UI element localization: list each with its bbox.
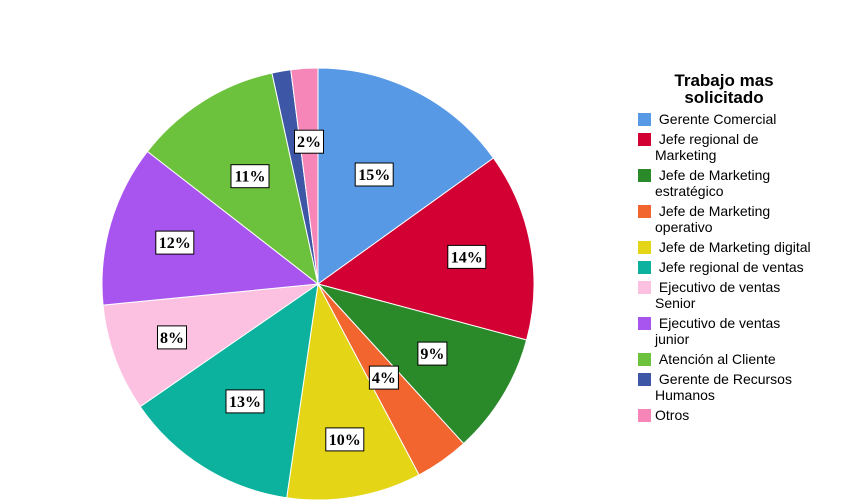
legend-item: Jefe de Marketing operativo — [634, 203, 849, 239]
svg-text:10%: 10% — [329, 432, 361, 449]
legend-label: Jefe regional de ventas — [655, 259, 804, 275]
pie-slice-8 — [101, 150, 320, 306]
legend-swatch — [638, 169, 651, 182]
legend-title: Trabajo mas solicitado — [674, 71, 774, 107]
legend-swatch — [638, 241, 651, 254]
data-label-11: 2% — [294, 129, 324, 154]
legend-item: Jefe de Marketing estratégico — [634, 167, 849, 203]
data-label-6: 13% — [225, 389, 265, 414]
svg-text:11%: 11% — [234, 169, 265, 186]
svg-text:2%: 2% — [297, 134, 321, 151]
data-label-1: 15% — [354, 162, 394, 187]
svg-text:8%: 8% — [160, 330, 184, 347]
legend-items: Gerente Comercial Jefe regional de Market… — [634, 111, 849, 427]
legend-swatch — [638, 133, 651, 146]
legend-swatch — [638, 353, 651, 366]
svg-text:14%: 14% — [451, 249, 483, 266]
legend-item: Otros — [634, 407, 849, 427]
legend-item: Gerente de Recursos Humanos — [634, 371, 849, 407]
legend-item: Jefe regional de ventas — [634, 259, 849, 279]
legend-swatch — [638, 373, 651, 386]
svg-text:12%: 12% — [159, 235, 191, 252]
data-label-5: 10% — [325, 427, 365, 452]
legend-label: Ejecutivo de ventas junior — [655, 315, 781, 347]
legend-label: Jefe regional de Marketing — [655, 131, 759, 163]
legend-label: Jefe de Marketing operativo — [655, 203, 771, 235]
legend-item: Atención al Cliente — [634, 351, 849, 371]
legend-swatch — [638, 113, 651, 126]
legend-item: Jefe regional de Marketing — [634, 131, 849, 167]
legend-item: Jefe de Marketing digital — [634, 239, 849, 259]
legend-swatch — [638, 261, 651, 274]
legend-swatch — [638, 409, 651, 422]
pie-slice-2 — [316, 157, 535, 341]
legend-label: Otros — [655, 407, 690, 423]
pie-slice-5 — [286, 282, 420, 501]
legend-swatch — [638, 281, 651, 294]
data-label-9: 11% — [230, 164, 270, 189]
svg-text:13%: 13% — [229, 394, 261, 411]
legend-label: Ejecutivo de ventas Senior — [655, 279, 781, 311]
legend-label: Jefe de Marketing digital — [655, 239, 811, 255]
legend-item: Ejecutivo de ventas Senior — [634, 279, 849, 315]
legend: Trabajo mas solicitado Gerente Comercial… — [634, 72, 849, 427]
legend-label: Gerente Comercial — [655, 111, 777, 127]
pie-slice-11 — [290, 67, 319, 285]
legend-swatch — [638, 205, 651, 218]
pie-slice-7 — [102, 283, 320, 408]
data-label-4: 4% — [368, 365, 399, 390]
legend-item: Gerente Comercial — [634, 111, 849, 131]
svg-text:9%: 9% — [420, 346, 444, 363]
data-label-7: 8% — [157, 325, 187, 350]
legend-label: Gerente de Recursos Humanos — [655, 371, 792, 403]
svg-text:4%: 4% — [372, 370, 396, 387]
data-label-8: 12% — [155, 230, 195, 255]
data-label-3: 9% — [417, 341, 448, 366]
data-label-2: 14% — [447, 244, 487, 269]
pie-slice-1 — [317, 67, 495, 285]
legend-label: Atención al Cliente — [655, 351, 776, 367]
svg-text:15%: 15% — [358, 167, 390, 184]
legend-item: Ejecutivo de ventas junior — [634, 315, 849, 351]
legend-label: Jefe de Marketing estratégico — [655, 167, 771, 199]
legend-swatch — [638, 317, 651, 330]
